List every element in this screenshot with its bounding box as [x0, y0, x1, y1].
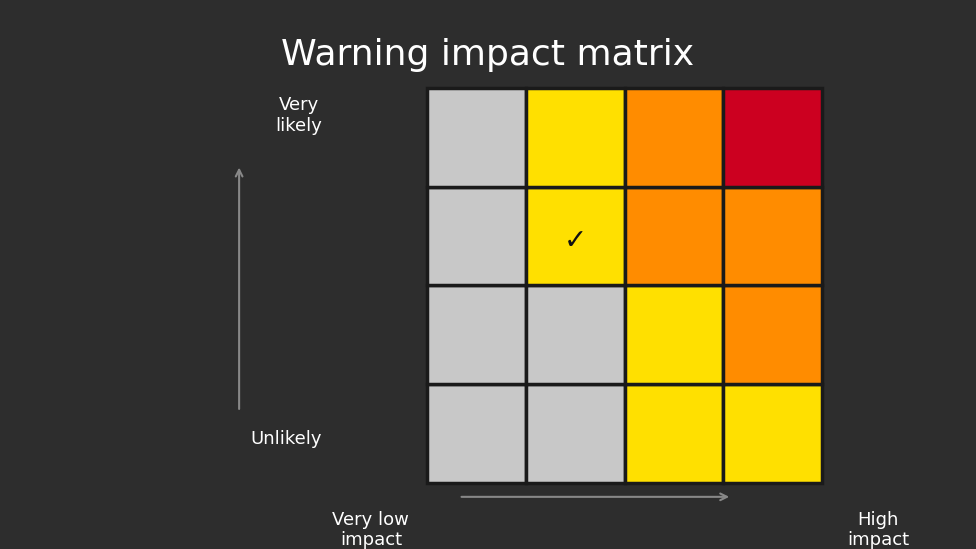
Text: ✓: ✓: [563, 227, 587, 255]
Bar: [427, 384, 526, 483]
Text: Very low
impact: Very low impact: [333, 511, 409, 549]
Bar: [625, 88, 723, 187]
Bar: [723, 285, 822, 384]
Bar: [723, 88, 822, 187]
Text: Warning impact matrix: Warning impact matrix: [281, 38, 695, 72]
Bar: [723, 384, 822, 483]
Bar: [625, 285, 723, 384]
Bar: [526, 384, 625, 483]
Text: Unlikely: Unlikely: [251, 430, 322, 448]
Bar: [625, 384, 723, 483]
Text: High
impact: High impact: [847, 511, 910, 549]
Bar: [625, 187, 723, 285]
Bar: [427, 187, 526, 285]
Bar: [427, 88, 526, 187]
Bar: [526, 88, 625, 187]
Text: Very
likely: Very likely: [275, 96, 322, 135]
Bar: [526, 187, 625, 285]
Bar: [723, 187, 822, 285]
Bar: [526, 285, 625, 384]
Bar: [427, 285, 526, 384]
